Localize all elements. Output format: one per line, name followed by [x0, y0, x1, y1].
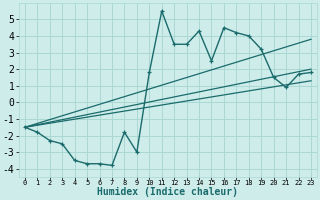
X-axis label: Humidex (Indice chaleur): Humidex (Indice chaleur)	[98, 187, 238, 197]
